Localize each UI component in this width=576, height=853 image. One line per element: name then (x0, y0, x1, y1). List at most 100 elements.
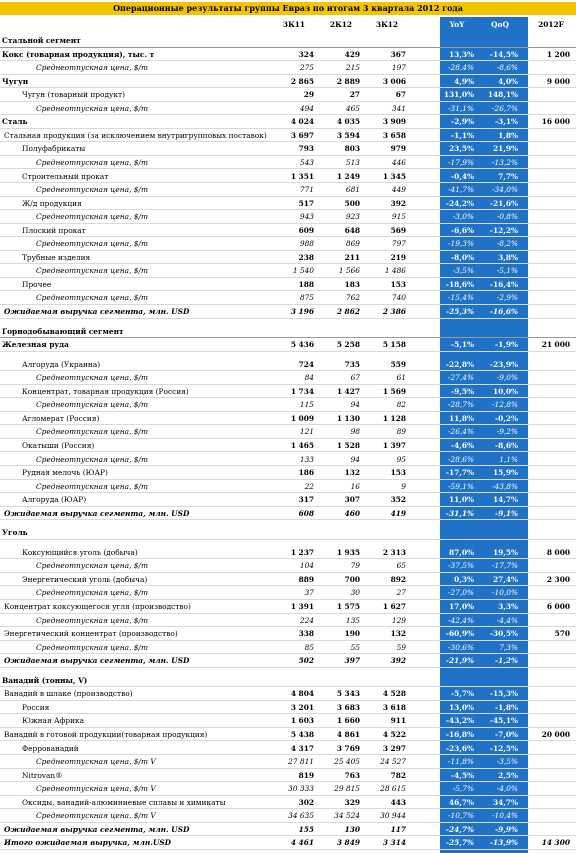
row-label: Ванадий в готовой продукции(товарная про… (4, 729, 208, 739)
value-cell: 494 (299, 103, 314, 113)
value-cell: 67 (350, 373, 360, 383)
value-cell: 570 (554, 629, 570, 639)
change-cell: -2,9% (451, 117, 474, 127)
value-cell: 84 (304, 373, 314, 383)
change-cell: -12,5% (489, 743, 518, 753)
value-cell: 79 (350, 561, 360, 571)
value-cell: 3 594 (336, 130, 360, 140)
table-row: Среднеотпускная цена, $/т 494 465 341 -31,1%… (0, 102, 576, 116)
value-cell: 104 (299, 561, 314, 571)
value-cell: 735 (344, 359, 360, 369)
row-label: Ожидаемая выручка сегмента, млн. USD (4, 508, 190, 518)
table-row: Среднеотпускная цена, $/т 943 923 915 -3,0% -… (0, 210, 576, 224)
value-cell: 9 (401, 481, 406, 491)
value-cell: 429 (344, 49, 360, 59)
change-cell: 19,5% (492, 547, 518, 557)
change-cell: 17,0% (448, 602, 474, 611)
value-cell: 1 540 (292, 266, 314, 276)
value-cell: 197 (391, 63, 406, 73)
change-cell: -26,4% (448, 427, 474, 437)
value-cell: 513 (345, 157, 360, 167)
row-label: Чугун (товарный продукт) (22, 90, 125, 100)
table-row: Среднеотпускная цена, $/т 104 79 65 -37,5% -1… (0, 559, 576, 573)
table-title: Операционные результаты группы Евраз по … (0, 2, 576, 15)
table-row: Чугун 2 865 2 889 3 006 4,9% 4,0% 9 000 (0, 75, 576, 89)
table-row: Среднеотпускная цена, $/т V 27 811 25 405 2… (0, 755, 576, 769)
value-cell: 724 (298, 359, 314, 369)
change-cell: 23,5% (448, 144, 474, 154)
change-cell: -34,0% (492, 185, 518, 195)
table-row: Среднеотпускная цена, $/т 133 94 95 -28,6% 1,… (0, 453, 576, 467)
row-label: Среднеотпускная цена, $/т (36, 588, 148, 598)
value-cell: 27 (396, 588, 406, 598)
change-cell: -22,8% (445, 359, 474, 369)
row-label: Кокс (товарная продукция), тыс. т (2, 49, 155, 59)
row-label: Ожидаемая выручка сегмента, млн. USD (4, 656, 190, 666)
change-cell: -45,1% (489, 716, 518, 726)
value-cell: 397 (344, 656, 360, 666)
table-row: Среднеотпускная цена, $/т 1 540 1 566 1 486… (0, 264, 576, 278)
change-cell: -8,0% (451, 252, 474, 262)
change-cell: -8,6% (495, 440, 518, 450)
row-label: Среднеотпускная цена, $/т V (36, 811, 156, 821)
column-header: QoQ (491, 20, 509, 29)
change-cell: -16,6% (489, 307, 518, 316)
change-cell: 10,0% (492, 386, 518, 396)
value-cell: 224 (299, 615, 314, 625)
value-cell: 1 734 (290, 386, 314, 396)
value-cell: 569 (390, 225, 406, 235)
value-cell: 115 (299, 400, 314, 410)
change-cell: 2,5% (498, 770, 518, 780)
value-cell: 3 201 (290, 702, 314, 712)
value-cell: 211 (344, 252, 360, 262)
change-cell: -21,9% (445, 656, 474, 666)
value-cell: 132 (344, 468, 360, 478)
change-cell: -3,5% (452, 266, 474, 276)
row-label: Стальная продукция (за исключением внутр… (4, 130, 267, 140)
change-cell: -17,7% (492, 561, 518, 571)
change-cell: 13,3% (448, 49, 474, 59)
value-cell: 797 (391, 239, 406, 249)
change-cell: 4,0% (498, 76, 518, 86)
value-cell: 4 317 (290, 743, 314, 753)
value-cell: 65 (396, 561, 406, 571)
change-cell: 0,3% (454, 574, 474, 584)
row-label: Полуфабрикаты (22, 144, 86, 154)
change-cell: -18,6% (445, 279, 474, 289)
value-cell: 21 000 (541, 340, 570, 350)
value-cell: 543 (299, 157, 314, 167)
change-cell: 21,9% (492, 144, 518, 154)
value-cell: 1 575 (336, 602, 360, 611)
row-label: Железная руда (2, 340, 69, 350)
value-cell: 1 391 (290, 602, 314, 611)
value-cell: 98 (350, 427, 360, 437)
value-cell: 5 438 (290, 729, 314, 739)
change-cell: -4,6% (451, 440, 474, 450)
table-row: Рудная мелочь (ЮАР) 186 132 153 -17,7% 15,9% (0, 466, 576, 480)
value-cell: 24 527 (380, 757, 406, 767)
row-label: Среднеотпускная цена, $/т (36, 63, 148, 73)
row-label: Энергетический уголь (добыча) (22, 574, 148, 584)
value-cell: 117 (390, 824, 406, 834)
change-cell: 46,7% (448, 797, 474, 807)
value-cell: 465 (345, 103, 360, 113)
value-cell: 3 769 (336, 743, 360, 753)
change-cell: 14,7% (492, 495, 518, 505)
row-label: Коксующийся уголь (добыча) (22, 547, 138, 557)
value-cell: 67 (395, 90, 406, 100)
table-row: Среднеотпускная цена, $/т 115 94 82 -28,7% -1… (0, 398, 576, 412)
value-cell: 4 804 (290, 689, 314, 699)
value-cell: 4 461 (290, 838, 314, 848)
change-cell: -2,9% (496, 293, 518, 303)
value-cell: 1 486 (384, 266, 406, 276)
value-cell: 2 386 (382, 307, 406, 316)
value-cell: 121 (299, 427, 314, 437)
value-cell: 3 697 (290, 130, 314, 140)
value-cell: 500 (344, 198, 360, 208)
change-cell: -9,9% (495, 824, 518, 834)
change-cell: -10,7% (448, 811, 474, 821)
change-cell: -27,0% (448, 588, 474, 598)
value-cell: 4 024 (290, 117, 314, 127)
value-cell: 1 397 (382, 440, 406, 450)
value-cell: 2 865 (290, 76, 314, 86)
